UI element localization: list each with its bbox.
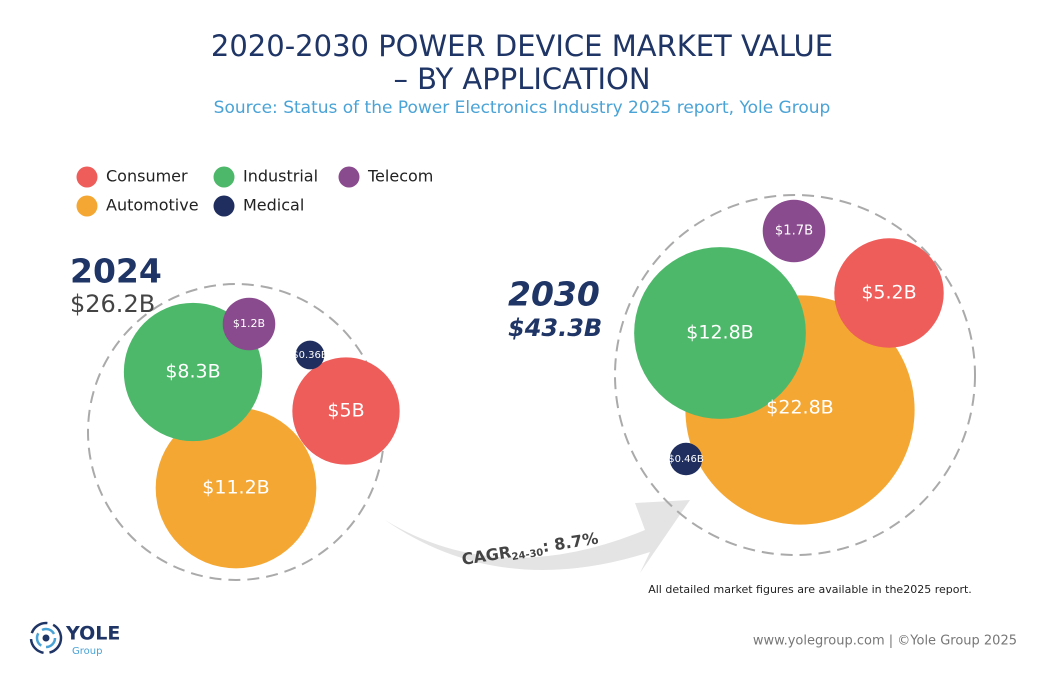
year-label: 2024 [70,252,162,291]
legend-label: Industrial [243,167,318,186]
bubble-label: $22.8B [766,397,833,419]
logo: YOLE Group [29,621,120,657]
bubble-label: $5B [327,400,364,422]
bubble-label: $11.2B [202,477,269,499]
bubble-label: $1.7B [775,224,813,239]
footer: www.yolegroup.com | ©Yole Group 2025 [753,634,1017,649]
bubble [669,442,703,476]
bubble-label: $5.2B [861,282,916,304]
legend-swatch [338,166,360,188]
bubble-label: $0.46B [668,454,704,465]
total-label: $26.2B [70,290,155,318]
logo-ring [42,634,50,642]
logo-name: YOLE [65,623,120,645]
bubble [762,199,826,263]
outer-ring [614,194,976,556]
bubble-label: $1.2B [233,317,265,330]
logo-ring [35,627,57,649]
bubble [292,357,400,465]
footnote: All detailed market figures are availabl… [648,583,972,596]
legend-label: Medical [243,196,304,215]
logo-sub: Group [72,646,102,657]
bubble [634,247,806,419]
bubble [834,238,944,348]
logo-ring [29,621,63,655]
legend-label: Telecom [367,167,433,186]
title: 2020-2030 POWER DEVICE MARKET VALUE – BY … [211,29,833,96]
bubble-label: $0.36B [292,350,328,361]
bubble [295,340,325,370]
bubble-label: $12.8B [686,322,753,344]
bubble [222,297,276,351]
bubble-label: $8.3B [165,361,220,383]
year-label: 2030 [508,275,600,314]
bubble [155,407,317,569]
legend-swatch [213,195,235,217]
legend-swatch [76,166,98,188]
total-label: $43.3B [508,314,602,342]
legend-swatch [76,195,98,217]
legend-label: Automotive [106,196,199,215]
growth-arrow [385,500,690,573]
legend-label: Consumer [106,167,188,186]
legend-swatch [213,166,235,188]
subtitle: Source: Status of the Power Electronics … [214,98,831,118]
